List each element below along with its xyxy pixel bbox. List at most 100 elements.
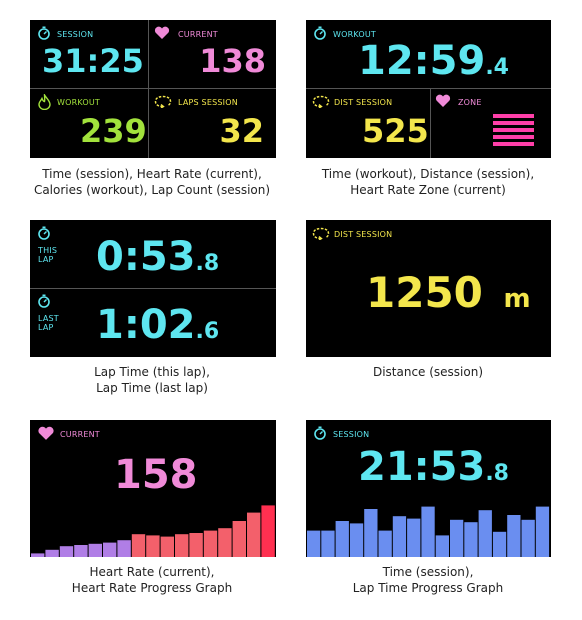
current-label: CURRENT	[60, 430, 100, 439]
divider-horizontal	[306, 88, 551, 89]
heart-icon	[38, 426, 54, 440]
zone-bar	[493, 142, 534, 146]
this-lap-label-line2: LAP	[38, 255, 54, 264]
zone-bar	[493, 135, 534, 139]
divider-vertical	[148, 20, 149, 158]
panel-heart-rate-graph: CURRENT 158	[30, 420, 276, 557]
panel-distance-session: DIST SESSION 1250 m	[306, 220, 551, 357]
distance-value: 525	[362, 112, 429, 150]
caption-panel6: Time (session), Lap Time Progress Graph	[290, 564, 566, 596]
last-lap-label-line2: LAP	[38, 323, 54, 332]
caption-line: Lap Time (last lap)	[96, 381, 208, 395]
heart-rate-progress-graph	[31, 505, 275, 557]
graph-bar	[378, 530, 392, 557]
graph-bar	[478, 510, 492, 557]
calories-value: 239	[80, 112, 147, 150]
workout-time-value: 12:59.4	[358, 38, 509, 84]
graph-bar	[74, 545, 88, 557]
graph-bar	[175, 534, 189, 557]
graph-bar	[88, 543, 102, 557]
panel-time-hr-calories-laps: SESSION 31:25 CURRENT 138 WORKOUT 239 LA…	[30, 20, 276, 158]
last-lap-label: LAST LAP	[38, 314, 59, 332]
heart-icon	[435, 94, 451, 107]
graph-bar	[261, 505, 275, 557]
lap-loop-icon	[312, 95, 330, 108]
caption-line: Heart Rate Zone (current)	[350, 183, 506, 197]
panel-workout-time-distance-zone: WORKOUT 12:59.4 DIST SESSION 525 ZONE	[306, 20, 551, 158]
distance-number: 1250	[366, 268, 483, 317]
laps-session-label: LAPS SESSION	[178, 98, 238, 107]
last-lap-time-decimal: .6	[195, 319, 220, 344]
graph-bar	[349, 523, 364, 557]
caption-line: Heart Rate (current),	[89, 565, 215, 579]
workout-time-main: 12:59	[358, 38, 486, 84]
caption-panel1: Time (session), Heart Rate (current), Ca…	[14, 166, 290, 198]
graph-bar	[450, 519, 464, 557]
this-lap-label-line1: THIS	[38, 246, 58, 255]
stopwatch-icon	[314, 426, 326, 440]
heart-icon	[154, 26, 170, 39]
session-time-decimal: .8	[485, 461, 509, 486]
lap-time-progress-graph	[307, 506, 550, 557]
current-label: CURRENT	[178, 30, 218, 39]
last-lap-time-value: 1:02.6	[96, 302, 219, 348]
last-lap-label-line1: LAST	[38, 314, 59, 323]
session-time-value: 21:53.8	[358, 444, 509, 490]
caption-line: Lap Time Progress Graph	[352, 581, 504, 595]
caption-panel2: Time (workout), Distance (session), Hear…	[290, 166, 566, 198]
caption-line: Lap Time (this lap),	[94, 365, 210, 379]
zone-bar	[493, 128, 534, 132]
caption-line: Heart Rate Progress Graph	[71, 581, 233, 595]
graph-bar	[535, 506, 550, 557]
graph-bar	[31, 553, 45, 557]
panel-lap-times: THIS LAP 0:53.8 LAST LAP 1:02.6	[30, 220, 276, 357]
graph-bar	[203, 530, 218, 557]
session-time-value: 31:25	[42, 42, 144, 80]
caption-line: Time (session),	[382, 565, 474, 579]
caption-panel3: Lap Time (this lap), Lap Time (last lap)	[14, 364, 290, 396]
workout-time-decimal: .4	[485, 55, 509, 80]
caption-line: Time (workout), Distance (session),	[321, 167, 535, 181]
stopwatch-icon	[38, 294, 50, 308]
divider-horizontal	[30, 288, 276, 289]
graph-bar	[392, 516, 407, 557]
caption-line: Time (session), Heart Rate (current),	[42, 167, 262, 181]
this-lap-label: THIS LAP	[38, 246, 57, 264]
zone-indicator	[493, 114, 534, 148]
workout-label: WORKOUT	[333, 30, 377, 39]
dist-session-label: DIST SESSION	[334, 230, 393, 239]
this-lap-time-decimal: .8	[195, 251, 220, 276]
graph-bar	[45, 549, 59, 557]
stopwatch-icon	[38, 26, 50, 40]
graph-bar	[321, 530, 335, 557]
lap-loop-icon	[312, 227, 330, 240]
zone-bar	[493, 114, 534, 118]
heart-rate-value: 138	[199, 42, 266, 80]
heart-rate-value: 158	[114, 452, 198, 498]
graph-bar	[59, 546, 74, 557]
distance-unit: m	[503, 284, 531, 314]
graph-bar	[407, 518, 421, 557]
this-lap-time-value: 0:53.8	[96, 234, 219, 280]
graph-bar	[307, 530, 321, 557]
graph-bar	[117, 540, 131, 557]
panel-lap-time-graph: SESSION 21:53.8	[306, 420, 551, 557]
graph-bar	[232, 521, 246, 557]
graph-bar	[435, 535, 449, 557]
caption-line: Distance (session)	[372, 365, 484, 379]
graph-bar	[131, 534, 146, 557]
graph-bar	[492, 531, 507, 557]
divider-vertical	[430, 88, 431, 158]
graph-bar	[507, 515, 521, 557]
caption-panel4: Distance (session)	[290, 364, 566, 380]
this-lap-time-main: 0:53	[96, 234, 196, 280]
lap-loop-icon	[154, 95, 172, 108]
zone-bar	[493, 121, 534, 125]
dist-session-label: DIST SESSION	[334, 98, 393, 107]
distance-value: 1250 m	[366, 268, 531, 317]
session-label: SESSION	[333, 430, 370, 439]
stopwatch-icon	[38, 226, 50, 240]
graph-bar	[146, 535, 160, 557]
graph-bar	[464, 522, 478, 557]
session-time-main: 21:53	[358, 444, 486, 490]
